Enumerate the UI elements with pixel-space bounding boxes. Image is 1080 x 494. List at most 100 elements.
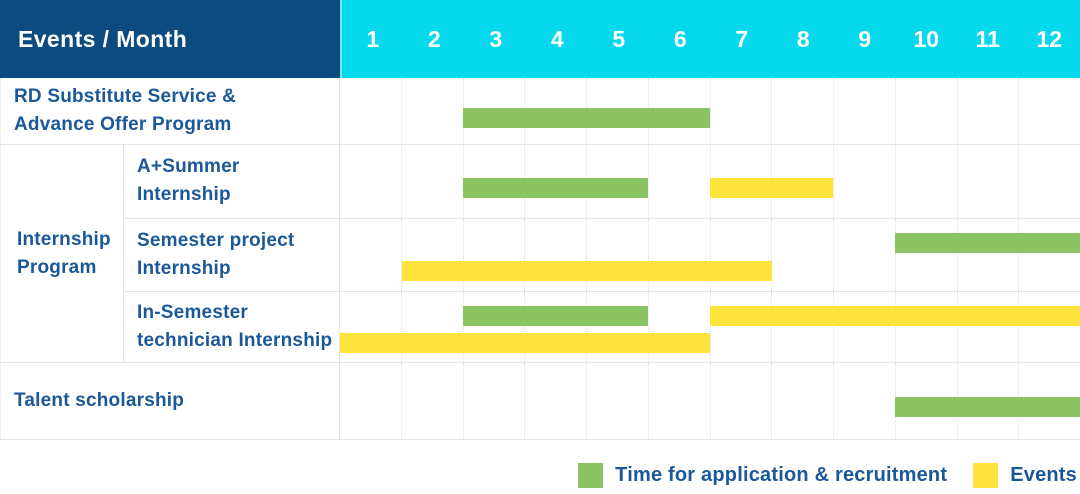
row-label-line: In-Semester: [137, 302, 248, 324]
gridline: [958, 218, 1020, 292]
gridline: [772, 145, 834, 218]
gridline: [340, 363, 402, 439]
month-label: 7: [735, 25, 749, 52]
gridline: [834, 363, 896, 439]
gridline: [649, 145, 711, 218]
group-label: Internship Program: [0, 145, 124, 362]
legend-label: Time for application & recruitment: [615, 464, 948, 486]
gridline: [958, 78, 1020, 144]
application-bar: [895, 233, 1080, 254]
events-swatch-icon: [973, 463, 999, 488]
gridline: [649, 292, 711, 362]
internship-program-group: Internship Program A+Summer Internship Semes…: [0, 145, 1080, 363]
legend-item: Time for application & recruitment: [578, 463, 947, 488]
gridline: [834, 145, 896, 218]
table-row: A+Summer Internship: [124, 145, 1080, 219]
table-row: Talent scholarship: [0, 363, 1080, 440]
table-body: RD Substitute Service & Advance Offer Pro…: [0, 78, 1080, 440]
group-label-line: Program: [17, 256, 97, 278]
chart-cell: [340, 292, 1080, 362]
header-title-cell: Events / Month: [0, 0, 340, 78]
gridline: [340, 78, 402, 144]
legend-label: Events: [1010, 464, 1077, 486]
row-label-line: Internship: [137, 257, 231, 279]
gridline: [525, 218, 587, 292]
gridline: [958, 145, 1020, 218]
gridline: [711, 218, 773, 292]
application-bar: [463, 306, 649, 327]
row-label-line: Talent scholarship: [14, 390, 185, 411]
group-label-line: Internship: [17, 228, 111, 250]
gridline: [711, 292, 773, 362]
gridline: [896, 78, 958, 144]
month-label: 2: [427, 25, 441, 52]
chart-cell: [340, 145, 1080, 218]
gridline: [340, 218, 402, 292]
gridline: [340, 145, 402, 218]
gridline: [402, 292, 464, 362]
gridline: [896, 218, 958, 292]
application-swatch-icon: [578, 463, 604, 488]
table-header: Events / Month 1 2 3 4 5 6 7 8 9 10 11 12: [0, 0, 1080, 78]
gridline: [402, 145, 464, 218]
gridline: [896, 292, 958, 362]
gridline: [402, 218, 464, 292]
gridline: [525, 292, 587, 362]
gridline: [896, 145, 958, 218]
row-label-line: RD Substitute Service &: [14, 86, 237, 107]
gridline: [772, 218, 834, 292]
month-label: 10: [913, 25, 940, 52]
application-bar: [463, 107, 710, 128]
row-label: Talent scholarship: [0, 363, 340, 439]
gridline: [649, 218, 711, 292]
chart-cell: [340, 78, 1080, 144]
month-label: 8: [796, 25, 810, 52]
event-bar: [710, 177, 834, 198]
gridline: [1019, 219, 1080, 292]
table-row: Semester project Internship: [124, 218, 1080, 293]
row-label: RD Substitute Service & Advance Offer Pro…: [0, 78, 340, 144]
legend: Time for application & recruitment Events: [578, 463, 1077, 488]
gridline: [958, 292, 1020, 362]
gridline: [402, 78, 464, 144]
event-bar: [401, 260, 772, 281]
gridline: [464, 292, 526, 362]
gridline: [340, 292, 402, 362]
application-bar: [463, 177, 649, 198]
table-row: In-Semester technician Internship: [124, 292, 1080, 362]
gridline: [711, 78, 773, 144]
gridline: [772, 78, 834, 144]
chart-cell: [340, 363, 1080, 439]
month-gridlines: [340, 218, 1080, 292]
gridline: [587, 363, 649, 439]
row-label-line: technician Internship: [137, 330, 333, 352]
gridline: [834, 218, 896, 292]
gridline: [834, 292, 896, 362]
legend-item: Events: [973, 463, 1077, 488]
gridline: [587, 218, 649, 292]
row-label: Semester project Internship: [124, 218, 340, 292]
gridline: [525, 363, 587, 439]
application-bar: [895, 397, 1080, 418]
gridline: [1019, 145, 1080, 218]
event-bar: [710, 306, 1080, 327]
month-header-band: 1 2 3 4 5 6 7 8 9 10 11 12: [340, 0, 1080, 78]
row-label-line: A+Summer: [137, 156, 240, 178]
month-label: 1: [366, 25, 380, 52]
page-title: Events / Month: [18, 25, 188, 52]
gridline: [772, 363, 834, 439]
gridline: [1019, 78, 1080, 144]
chart-cell: [340, 218, 1080, 292]
row-label-line: Advance Offer Program: [14, 114, 232, 135]
gridline: [587, 292, 649, 362]
gridline: [711, 363, 773, 439]
gridline: [1019, 292, 1080, 362]
month-label: 9: [858, 25, 872, 52]
gridline: [649, 78, 711, 144]
row-label-line: Semester project: [137, 229, 295, 251]
month-label: 6: [673, 25, 687, 52]
month-label: 12: [1036, 25, 1063, 52]
gridline: [464, 363, 526, 439]
event-bar: [340, 332, 710, 353]
